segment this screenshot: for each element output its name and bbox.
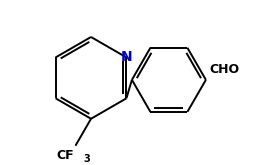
Text: CHO: CHO xyxy=(210,63,240,76)
Text: 3: 3 xyxy=(83,153,90,164)
Text: N: N xyxy=(121,50,132,64)
Text: CF: CF xyxy=(56,149,74,162)
